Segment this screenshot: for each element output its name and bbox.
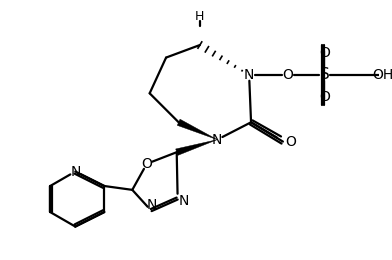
Text: N: N bbox=[178, 194, 189, 209]
Text: OH: OH bbox=[373, 68, 392, 82]
Polygon shape bbox=[176, 140, 217, 155]
Text: S: S bbox=[319, 67, 329, 82]
Text: N: N bbox=[212, 133, 222, 147]
Text: N: N bbox=[244, 68, 254, 82]
Text: O: O bbox=[285, 135, 296, 148]
Text: O: O bbox=[142, 157, 152, 171]
Text: N: N bbox=[70, 165, 80, 179]
Text: O: O bbox=[319, 46, 330, 60]
Text: N: N bbox=[146, 198, 157, 212]
Polygon shape bbox=[177, 119, 217, 140]
Text: O: O bbox=[319, 90, 330, 104]
Text: H: H bbox=[195, 10, 205, 23]
Text: O: O bbox=[282, 68, 293, 82]
